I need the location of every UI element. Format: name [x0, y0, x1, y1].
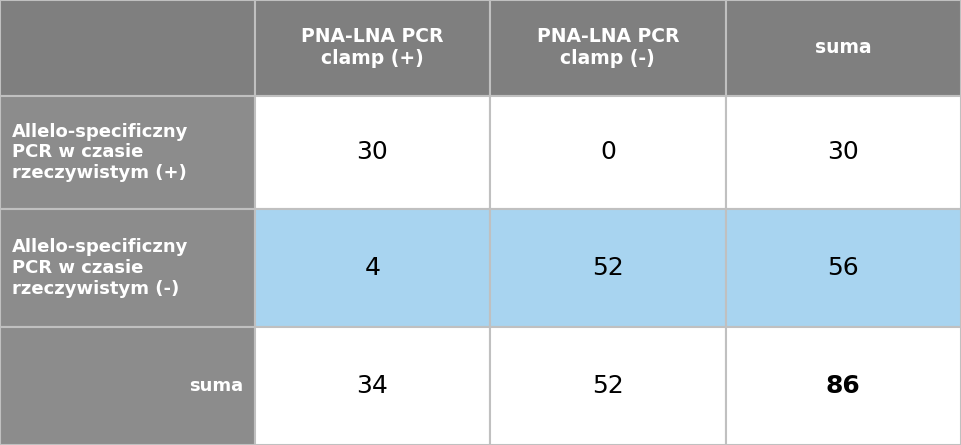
- Text: 86: 86: [825, 374, 861, 398]
- Bar: [0, 96, 255, 209]
- Bar: [0, 327, 255, 445]
- Bar: [490, 96, 726, 209]
- Text: 52: 52: [592, 374, 624, 398]
- Text: 34: 34: [357, 374, 388, 398]
- Bar: [726, 327, 961, 445]
- Bar: [255, 209, 490, 327]
- Text: 0: 0: [600, 141, 616, 164]
- Bar: [490, 327, 726, 445]
- Bar: [255, 327, 490, 445]
- Text: Allelo-specificzny
PCR w czasie
rzeczywistym (-): Allelo-specificzny PCR w czasie rzeczywi…: [12, 239, 188, 298]
- Bar: [255, 96, 490, 209]
- Bar: [0, 209, 255, 327]
- Bar: [490, 0, 726, 96]
- Bar: [255, 0, 490, 96]
- Bar: [490, 209, 726, 327]
- Text: PNA-LNA PCR
clamp (+): PNA-LNA PCR clamp (+): [301, 27, 444, 69]
- Text: 56: 56: [827, 256, 859, 280]
- Text: 30: 30: [827, 141, 859, 164]
- Bar: [726, 96, 961, 209]
- Text: suma: suma: [189, 377, 243, 395]
- Bar: [726, 209, 961, 327]
- Text: 52: 52: [592, 256, 624, 280]
- Text: suma: suma: [815, 38, 872, 57]
- Text: 4: 4: [364, 256, 381, 280]
- Bar: [726, 0, 961, 96]
- Text: PNA-LNA PCR
clamp (-): PNA-LNA PCR clamp (-): [536, 27, 679, 69]
- Text: 30: 30: [357, 141, 388, 164]
- Bar: [0, 0, 255, 96]
- Text: Allelo-specificzny
PCR w czasie
rzeczywistym (+): Allelo-specificzny PCR w czasie rzeczywi…: [12, 123, 188, 182]
